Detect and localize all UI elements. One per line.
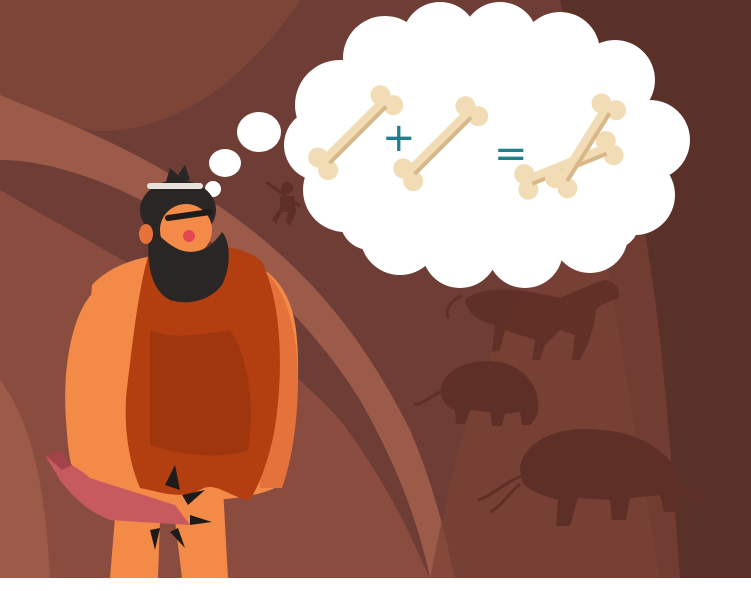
bone-icon: [302, 79, 408, 185]
caveman-topknot: [165, 165, 190, 185]
crossed-bones-icon: [509, 87, 630, 203]
thought-bubble: [205, 2, 690, 288]
thought-cloud: [284, 2, 690, 288]
caveman-eyebrow: [165, 209, 213, 221]
caveman-beard: [148, 225, 229, 303]
caveman: [45, 165, 299, 578]
caveman-nose: [183, 230, 195, 242]
caveman-ear: [139, 224, 153, 244]
club: [45, 450, 212, 550]
cave-left-pillar: [0, 380, 50, 578]
horse-painting: [445, 280, 620, 360]
caveman-fur-shading: [150, 330, 251, 456]
caveman-head: [139, 165, 229, 303]
cave-band-ridge: [0, 95, 455, 578]
mammoth-painting-small: [413, 361, 539, 426]
cave-paintings: [265, 180, 706, 526]
bottom-margin: [0, 578, 751, 591]
hunter-painting: [265, 180, 301, 226]
plus-operator: +: [382, 115, 416, 161]
bone-equation: + =: [302, 79, 630, 203]
club-spikes: [150, 465, 212, 550]
caveman-arm-left: [65, 290, 120, 495]
thought-dot-large: [237, 112, 281, 152]
cave-band-top: [0, 0, 300, 131]
bone-icon: [387, 90, 493, 196]
club-handle: [45, 455, 190, 525]
mammoth-painting-large: [477, 429, 706, 526]
thought-dot-medium: [209, 149, 241, 177]
